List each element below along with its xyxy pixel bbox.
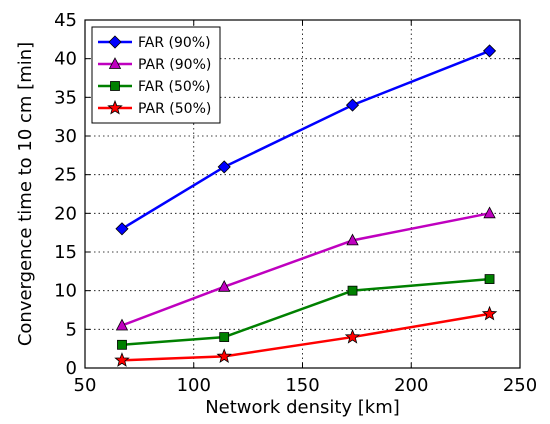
- series-par-90: [115, 206, 496, 331]
- data-point-far-50: [117, 339, 127, 350]
- data-point-far-90: [115, 222, 129, 236]
- x-tick-label: 200: [394, 375, 428, 396]
- data-point-far-50: [484, 274, 495, 284]
- y-tick-label: 10: [54, 281, 77, 302]
- data-point-par-50: [481, 305, 498, 321]
- data-point-par-90: [115, 318, 129, 331]
- series-far-50: [117, 274, 495, 350]
- data-point-far-90: [345, 98, 360, 112]
- legend-label-far-50: FAR (50%): [138, 79, 211, 95]
- series-line-par-50: [121, 312, 490, 362]
- y-tick-label: 5: [66, 319, 77, 340]
- y-tick-label: 0: [66, 358, 77, 379]
- data-point-par-50: [344, 328, 361, 344]
- x-tick-label: 50: [74, 375, 97, 396]
- data-point-far-90: [482, 44, 497, 58]
- y-tick-label: 45: [54, 10, 77, 31]
- x-tick-label: 100: [177, 375, 211, 396]
- legend-marker-far-90: [108, 35, 122, 49]
- data-point-far-50: [347, 285, 358, 296]
- legend-label-par-90: PAR (90%): [138, 57, 211, 73]
- data-point-far-50: [219, 332, 230, 342]
- legend: FAR (90%) PAR (90%) FAR (50%) PAR (50%): [91, 26, 221, 124]
- series-line-far-90: [121, 49, 491, 230]
- y-tick-label: 40: [54, 49, 77, 70]
- legend-label-far-90: FAR (90%): [138, 35, 211, 51]
- data-point-par-50: [114, 352, 130, 367]
- series-line-par-90: [121, 212, 490, 327]
- x-axis-label: Network density [km]: [205, 397, 400, 418]
- y-tick-label: 15: [54, 242, 77, 263]
- legend-marker-par-50: [107, 99, 123, 115]
- data-point-par-90: [346, 233, 359, 246]
- legend-marker-par-90: [108, 57, 122, 69]
- data-point-par-90: [483, 206, 496, 219]
- data-point-far-90: [217, 160, 231, 174]
- y-tick-label: 35: [54, 87, 77, 108]
- series-line-far-50: [121, 277, 490, 347]
- series-far-90: [115, 44, 497, 236]
- x-tick-label: 250: [503, 375, 537, 396]
- legend-marker-far-50: [110, 81, 120, 91]
- y-axis-label: Convergence time to 10 cm [min]: [15, 42, 36, 346]
- y-tick-label: 30: [54, 126, 77, 147]
- data-point-par-50: [216, 348, 232, 363]
- legend-label-par-50: PAR (50%): [138, 101, 211, 117]
- series-par-50: [114, 305, 498, 367]
- axis-ticks: 50 100 150 200 250 0 5 10 15 20 25 30 35 40 45: [54, 10, 537, 396]
- y-tick-label: 20: [54, 203, 77, 224]
- x-tick-label: 150: [285, 375, 319, 396]
- y-tick-label: 25: [54, 165, 77, 186]
- data-point-par-90: [218, 279, 231, 292]
- series-layer: [114, 44, 498, 367]
